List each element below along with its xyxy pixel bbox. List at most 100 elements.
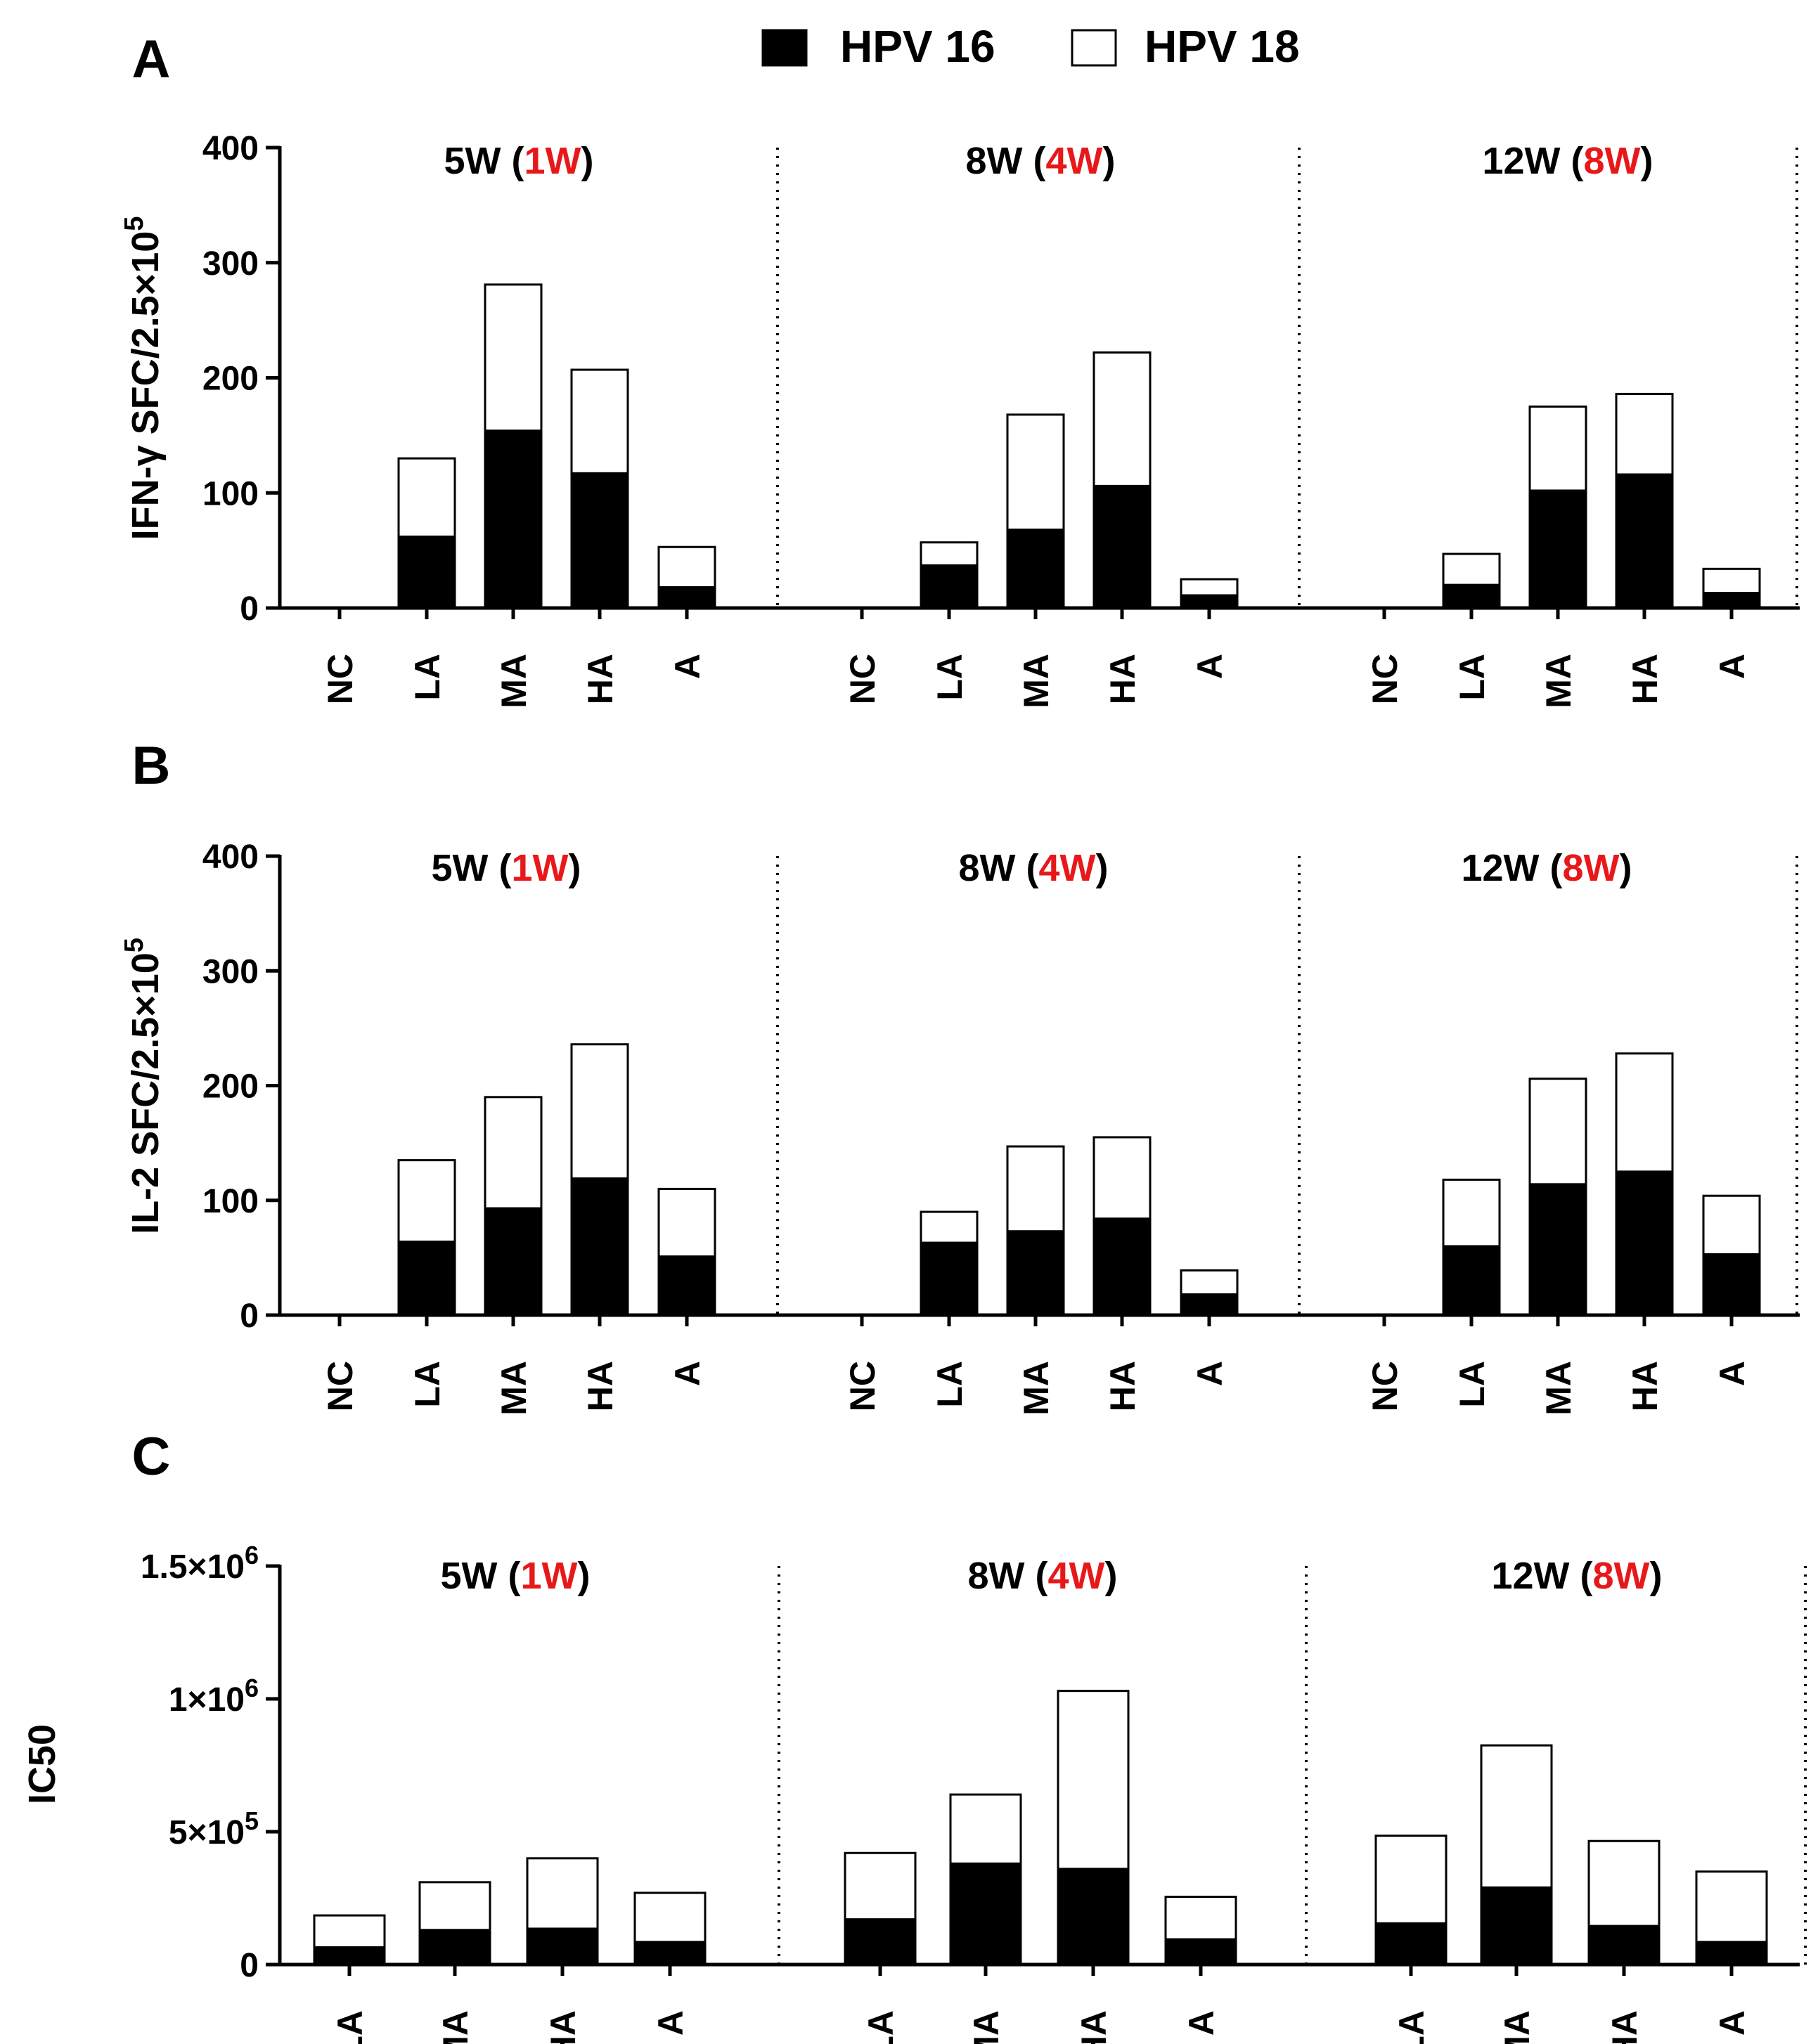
panel-c-bar-hpv18 [418,1881,491,1932]
panel-a-bar-hpv16 [484,429,543,609]
panel-c-bar-hpv16 [949,1862,1022,1966]
legend-label-hpv18: HPV 18 [1145,21,1300,72]
panel-c-bar-hpv18 [526,1857,599,1930]
panel-a-y-tick-label: 300 [202,245,259,283]
panel-b-bar-hpv16 [484,1207,543,1317]
panel-b-category-label: LA [930,1361,969,1408]
panel-b-group-title: 8W (4W) [959,847,1109,889]
panel-c-category-label: HA [543,2010,583,2044]
panel-b-category-label: NC [1365,1361,1405,1411]
panel-b-bar-hpv16 [657,1255,716,1317]
panel-b-bar-hpv16 [1528,1183,1587,1317]
panel-b-y-tick-label: 300 [202,953,259,990]
panel-a-category-label: MA [494,654,534,709]
panel-a-y-tick-label: 0 [240,590,259,628]
panel-b-bar-hpv18 [1006,1145,1065,1233]
panel-a-y-tick-label: 200 [202,361,259,398]
panel-b-bar-hpv18 [570,1043,629,1180]
panel-a-category-label: LA [1452,654,1492,701]
panel-c-bar-hpv18 [313,1914,386,1948]
panel-c-bar-hpv16 [1587,1925,1661,1966]
panel-c-category-label: A [1713,2010,1752,2036]
panel-c-category-label: LA [330,2010,370,2044]
panel-c-y-tick-label: 1×106 [169,1674,259,1719]
panel-c-category-label: A [1182,2010,1221,2036]
panel-c-y-axis-label: IC50 [21,1724,63,1804]
panel-c-category-label: MA [1497,2010,1537,2044]
panel-c-label: C [132,1427,171,1487]
panel-b-y-tick-label: 400 [202,839,259,876]
panel-a-category-label: HA [1103,654,1142,704]
panel-a-bar-hpv16 [397,535,456,609]
panel-b-bar-hpv18 [657,1187,716,1258]
panel-c-category-label: HA [1605,2010,1644,2044]
panel-a-category-label: A [1713,654,1752,679]
panel-c-category-label: HA [1074,2010,1114,2044]
panel-c-bar-hpv16 [313,1946,386,1966]
panel-b: B IL-2 SFC/2.5×105 0 100 200 300 400 5W (1W) NC L… [120,736,1800,1416]
panel-b-category-label: HA [1103,1361,1142,1411]
panel-a-category-label: NC [1365,654,1405,704]
panel-b-bar-hpv18 [484,1096,543,1210]
panel-a-bar-hpv18 [1702,567,1761,595]
panel-a-bar-hpv16 [1615,473,1674,609]
panel-b-bar-hpv16 [570,1177,629,1317]
panel-c-y-tick-label: 5×105 [169,1806,259,1851]
panel-b-category-label: LA [1452,1361,1492,1408]
panel-b-category-label: HA [1625,1361,1665,1411]
panel-b-bar-hpv16 [1006,1230,1065,1317]
panel-c-group-title: 12W (8W) [1491,1555,1662,1597]
panel-c-bar-hpv16 [1695,1941,1768,1966]
panel-a-category-label: MA [1017,654,1056,709]
panel-a-bar-hpv16 [1528,489,1587,609]
panel-b-category-label: NC [321,1361,360,1411]
panel-c-category-label: LA [861,2010,901,2044]
panel-b-group-title: 5W (1W) [432,847,581,889]
panel-c-category-label: LA [1392,2010,1431,2044]
panel-c-bar-hpv18 [949,1793,1022,1865]
panel-b-y-axis-label: IL-2 SFC/2.5×105 [120,938,167,1234]
panel-a-bar-hpv16 [1092,484,1152,609]
panel-c-bar-hpv16 [526,1927,599,1966]
panel-b-category-label: A [1713,1361,1752,1386]
panel-c-bar-hpv18 [1480,1744,1553,1889]
panel-b-bar-hpv18 [920,1210,979,1244]
panel-a-y-tick-label: 400 [202,130,259,167]
panel-c-bar-hpv16 [1164,1938,1237,1966]
panel-c-group-title: 8W (4W) [968,1555,1118,1597]
panel-b-category-label: MA [1539,1361,1578,1416]
panel-b-bar-hpv16 [1180,1293,1239,1317]
panel-b-bar-hpv16 [1615,1170,1674,1317]
legend: HPV 16 HPV 18 [761,21,1300,72]
panel-c-bar-hpv16 [1480,1886,1553,1966]
panel-c-bar-hpv16 [844,1918,917,1966]
panel-a-group-title: 5W (1W) [444,140,594,182]
panel-a-bar-hpv16 [657,586,716,609]
panel-c-bar-hpv18 [1695,1870,1768,1943]
panel-c-y-tick-label: 1.5×106 [141,1541,259,1586]
panel-b-category-label: A [668,1361,707,1386]
panel-b-category-label: HA [581,1361,620,1411]
panel-b-category-label: MA [494,1361,534,1416]
panel-b-bar-hpv16 [1442,1245,1501,1317]
panel-c-bar-hpv18 [1374,1835,1448,1925]
panel-c-category-label: A [651,2010,690,2036]
legend-label-hpv16: HPV 16 [840,21,995,72]
panel-b-y-tick-label: 200 [202,1068,259,1106]
panel-b-bar-hpv16 [920,1241,979,1317]
panel-a-group-title: 8W (4W) [966,140,1116,182]
panel-b-label: B [132,736,171,796]
legend-swatch-hpv18 [1071,29,1117,67]
panel-a-bar-hpv18 [1092,351,1152,487]
panel-a-category-label: MA [1539,654,1578,709]
panel-a-bar-hpv18 [1180,578,1239,597]
panel-c-bar-hpv18 [1057,1690,1130,1870]
panel-a-bar-hpv16 [1006,529,1065,609]
legend-swatch-hpv16 [761,29,808,67]
panel-b-y-tick-label: 100 [202,1183,259,1220]
panel-c: C IC50 0 5×105 1×106 1.5×106 5W (1W) LA MA HA A 8W … [21,1427,1807,2044]
panel-a-bar-hpv18 [920,541,979,567]
panel-b-bar-hpv16 [1702,1253,1761,1317]
panel-b-bar-hpv18 [1702,1194,1761,1255]
